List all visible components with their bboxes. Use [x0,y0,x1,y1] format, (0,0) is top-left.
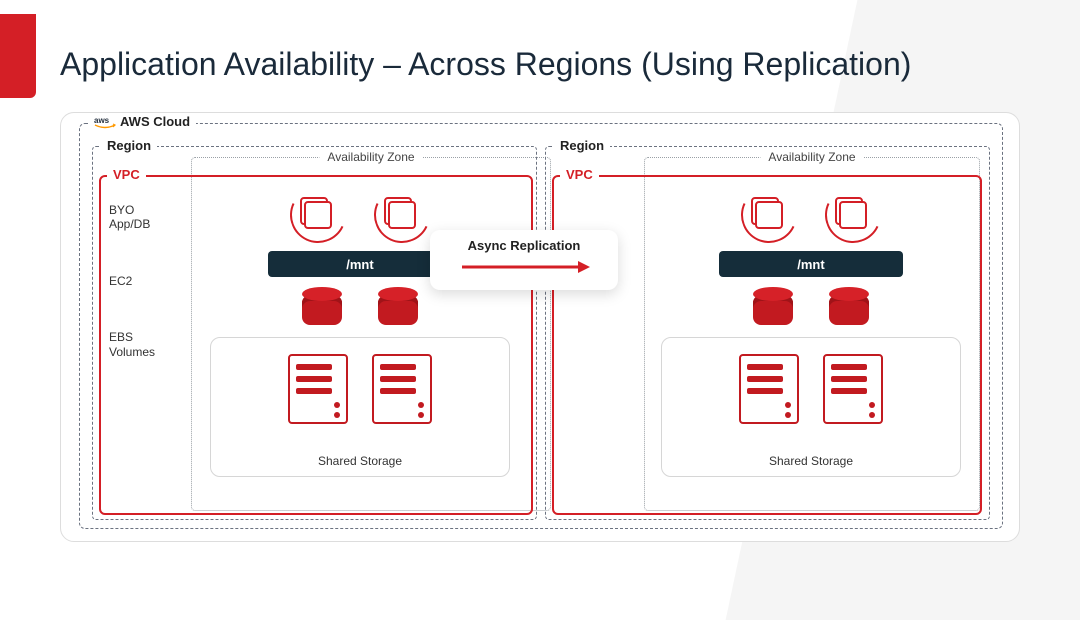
ec2-row [654,287,968,325]
aws-cloud-text: AWS Cloud [120,114,190,129]
database-icon [378,287,418,325]
aws-logo-icon: aws [94,115,116,129]
instance-icon [290,187,346,243]
region-box-left: Region Availability Zone VPC BYOApp/DB E… [92,146,537,520]
side-labels: BYOApp/DB EC2 EBSVolumes [109,203,155,401]
aws-cloud-label: aws AWS Cloud [88,114,196,129]
side-label-byo: BYOApp/DB [109,203,155,232]
region-content: /mnt Shared Storage [654,183,968,507]
vpc-label: VPC [107,167,146,182]
vpc-label: VPC [560,167,599,182]
aws-cloud-box: aws AWS Cloud Region Availability Zone V… [79,123,1003,529]
vpc-box: VPC BYOApp/DB EC2 EBSVolumes /mnt [99,175,533,515]
region-label: Region [101,138,157,153]
availability-zone-label: Availability Zone [319,150,422,164]
ec2-row [201,287,519,325]
accent-bar [0,14,36,98]
replication-label: Async Replication [430,238,618,253]
mnt-label-box: /mnt [268,251,452,277]
vpc-box: VPC /mnt [552,175,982,515]
replication-arrow-icon [454,257,594,277]
availability-zone-label: Availability Zone [760,150,863,164]
shared-storage-box: Shared Storage [210,337,510,477]
database-icon [829,287,869,325]
slide-title: Application Availability – Across Region… [60,46,911,83]
server-icon [823,354,883,424]
diagram-frame: aws AWS Cloud Region Availability Zone V… [60,112,1020,542]
server-icon [288,354,348,424]
instance-row [654,187,968,243]
mnt-label-box: /mnt [719,251,903,277]
region-box-right: Region Availability Zone VPC /mnt [545,146,990,520]
server-icon [372,354,432,424]
database-icon [753,287,793,325]
side-label-ebs: EBSVolumes [109,330,155,359]
shared-storage-label: Shared Storage [211,454,509,468]
storage-row [211,338,509,424]
replication-card: Async Replication [430,230,618,290]
server-icon [739,354,799,424]
shared-storage-box: Shared Storage [661,337,961,477]
instance-icon [741,187,797,243]
instance-icon [825,187,881,243]
shared-storage-label: Shared Storage [662,454,960,468]
database-icon [302,287,342,325]
instance-icon [374,187,430,243]
storage-row [662,338,960,424]
svg-text:aws: aws [94,116,110,125]
region-label: Region [554,138,610,153]
side-label-ec2: EC2 [109,274,155,288]
